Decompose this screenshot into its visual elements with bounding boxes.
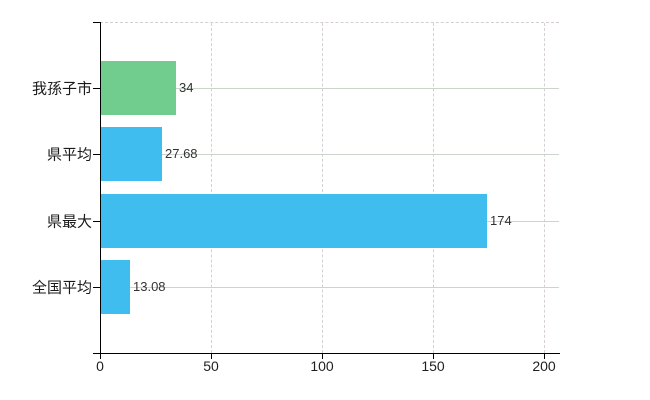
x-axis-tick [100, 354, 101, 359]
category-label: 県最大 [46, 213, 92, 231]
value-label: 13.08 [133, 279, 166, 295]
bar[interactable] [101, 260, 130, 314]
horizontal-gridline [101, 154, 559, 155]
vertical-gridline [322, 23, 323, 353]
y-axis-tick [93, 287, 100, 288]
plot-top-border [100, 22, 559, 23]
x-tick-label: 150 [421, 358, 445, 374]
x-axis-tick [544, 354, 545, 359]
y-axis-tick [93, 88, 100, 89]
x-tick-label: 0 [96, 358, 104, 374]
category-label: 県平均 [46, 146, 92, 164]
y-axis [100, 22, 101, 354]
horizontal-gridline [101, 88, 559, 89]
x-tick-label: 100 [310, 358, 334, 374]
x-tick-label: 200 [532, 358, 556, 374]
bar[interactable] [101, 127, 162, 181]
category-label: 全国平均 [31, 279, 92, 297]
vertical-gridline [433, 23, 434, 353]
y-axis-top-tick [93, 22, 100, 23]
value-label: 34 [179, 80, 194, 96]
x-axis [93, 353, 560, 354]
vertical-gridline [544, 23, 545, 353]
y-axis-tick [93, 221, 100, 222]
y-axis-tick [93, 154, 100, 155]
bar[interactable] [101, 61, 176, 115]
bar[interactable] [101, 194, 487, 248]
vertical-gridline [211, 23, 212, 353]
category-label: 我孫子市 [31, 80, 92, 98]
x-axis-tick [433, 354, 434, 359]
horizontal-gridline [101, 287, 559, 288]
x-axis-tick [211, 354, 212, 359]
value-label: 174 [490, 213, 512, 229]
x-tick-label: 50 [203, 358, 219, 374]
value-label: 27.68 [165, 146, 198, 162]
x-axis-tick [322, 354, 323, 359]
